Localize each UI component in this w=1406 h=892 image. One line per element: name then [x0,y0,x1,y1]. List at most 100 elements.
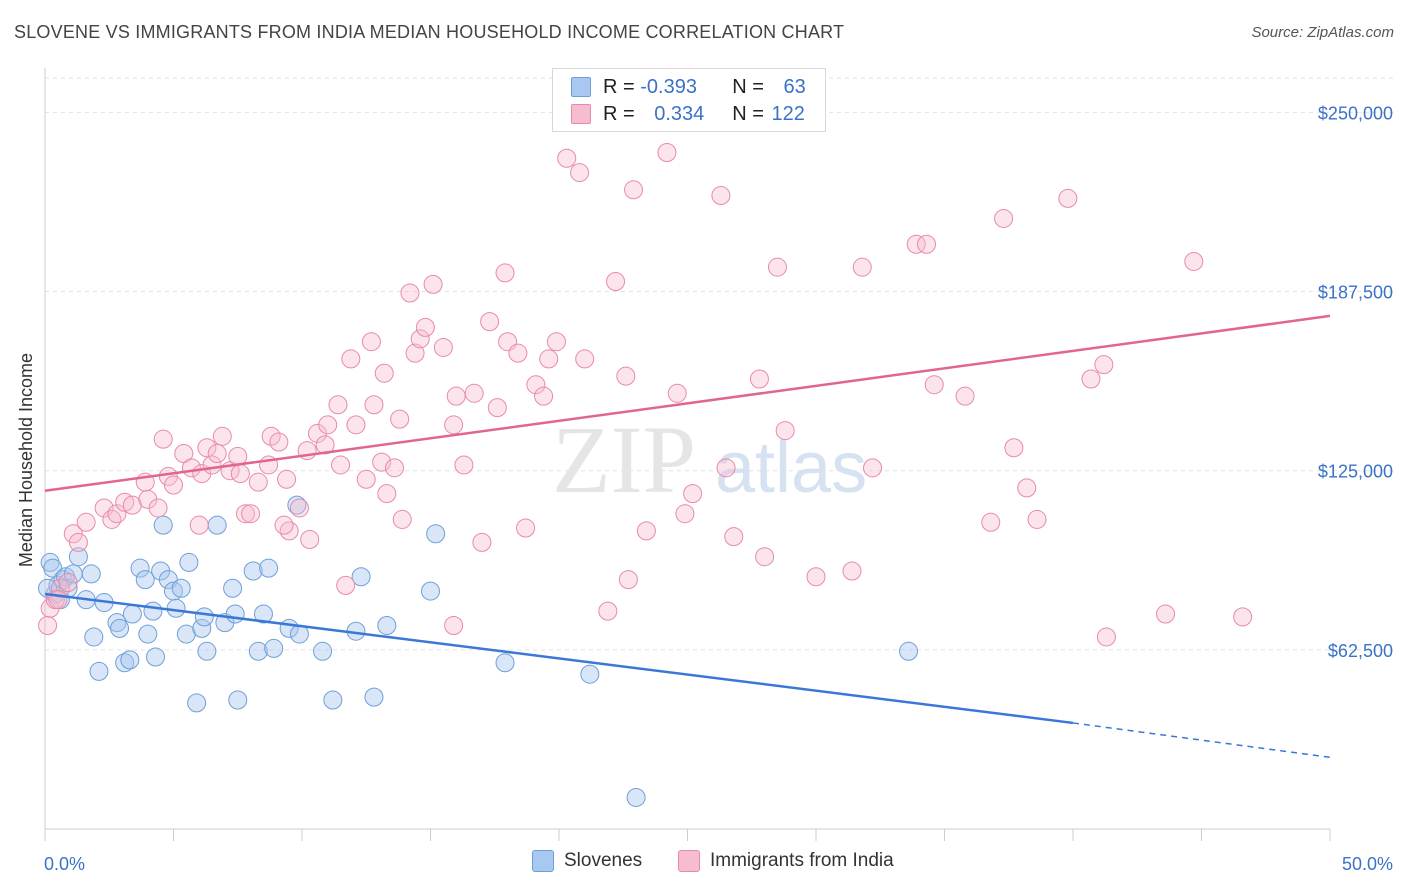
india-point [526,375,546,395]
legend-r-value: -0.393 [640,75,697,98]
slovene-point [197,641,217,661]
india-point [1004,438,1024,458]
india-point [606,272,626,292]
bottom-legend-swatch-slovenes [532,850,554,872]
legend-r-value: 0.334 [654,102,705,125]
slovene-point [323,690,343,710]
x-tick-label: 0.0% [44,854,85,874]
legend-n-value: 122 [771,102,805,125]
slovene-point [120,650,140,670]
india-point [667,383,687,403]
india-point [1081,369,1101,389]
india-point [446,386,466,406]
india-point [534,386,554,406]
india-point [212,426,232,446]
bottom-legend-label-slovenes: Slovenes [564,850,643,871]
india-point [1058,188,1078,208]
india-point [1027,509,1047,529]
india-point [377,484,397,504]
india-point [852,257,872,277]
india-point [981,512,1001,532]
india-point [189,515,209,535]
bottom-legend-label-india: Immigrants from India [710,850,894,871]
india-point [570,163,590,183]
india-point [392,509,412,529]
slovene-point [248,641,268,661]
india-point [38,615,58,635]
slovene-point [130,558,150,578]
india-point [356,469,376,489]
india-point [248,472,268,492]
india-point [749,369,769,389]
slovene-point [421,581,440,601]
slovene-trend-line [44,592,1074,725]
slovene-point [171,578,191,598]
slovene-point [207,515,227,535]
legend-row-slovenes: R = -0.393 N = 63 [571,74,806,100]
chart-title: SLOVENE VS IMMIGRANTS FROM INDIA MEDIAN … [14,22,845,42]
slovene-point [143,601,163,621]
india-point [711,186,731,206]
legend-r-label: R = [603,102,635,125]
y-tick-label: $62,500 [1328,641,1393,661]
india-point [289,498,309,518]
slovene-point [313,641,333,661]
india-point [994,208,1014,228]
india-point [1233,607,1253,627]
india-point [261,426,281,446]
india-point [472,532,492,552]
slovene-point [259,558,279,578]
india-point [755,547,775,567]
india-point [400,283,420,303]
slovene-point [495,653,515,673]
slovene-point [287,495,307,515]
india-point [842,561,862,581]
india-point [164,475,183,495]
y-tick-label: $250,000 [1318,103,1393,123]
watermark-zip: ZIP [552,406,696,513]
legend-swatch-slovenes [571,77,591,97]
y-tick-label: $125,000 [1318,462,1393,482]
india-point [557,148,577,168]
india-point [269,432,289,452]
slovene-point [153,515,173,535]
india-point [153,429,173,449]
india-point [924,375,944,395]
india-point [279,521,299,541]
india-point [423,274,443,294]
slovene-point [264,638,284,658]
india-point [955,386,975,406]
slovene-point [115,653,135,673]
india-point [94,498,114,518]
india-point [806,567,826,587]
india-point [683,484,703,504]
india-point [1184,251,1204,271]
india-point [657,143,677,163]
y-tick-label: $187,500 [1318,283,1393,303]
slovene-point [194,607,214,627]
slovene-point [146,647,166,667]
slovene-point [84,627,104,647]
legend-swatch-india [571,104,591,124]
slovene-point [135,570,155,590]
india-point [68,532,88,552]
slovene-point [899,641,919,661]
india-point [364,395,384,415]
india-point [1017,478,1037,498]
india-point [230,464,250,484]
slovene-point [179,552,199,572]
india-point [318,415,338,435]
slovene-point [223,578,243,598]
slovene-point [580,664,600,684]
slovene-point [192,618,212,638]
india-point [724,527,744,547]
india-point [454,455,474,475]
india-point [480,312,500,332]
india-point [102,509,122,529]
slovene-trend-extension [1072,722,1331,759]
legend-n-label: N = [732,102,764,125]
india-point [115,492,135,512]
india-point [575,349,595,369]
india-point [415,317,435,337]
